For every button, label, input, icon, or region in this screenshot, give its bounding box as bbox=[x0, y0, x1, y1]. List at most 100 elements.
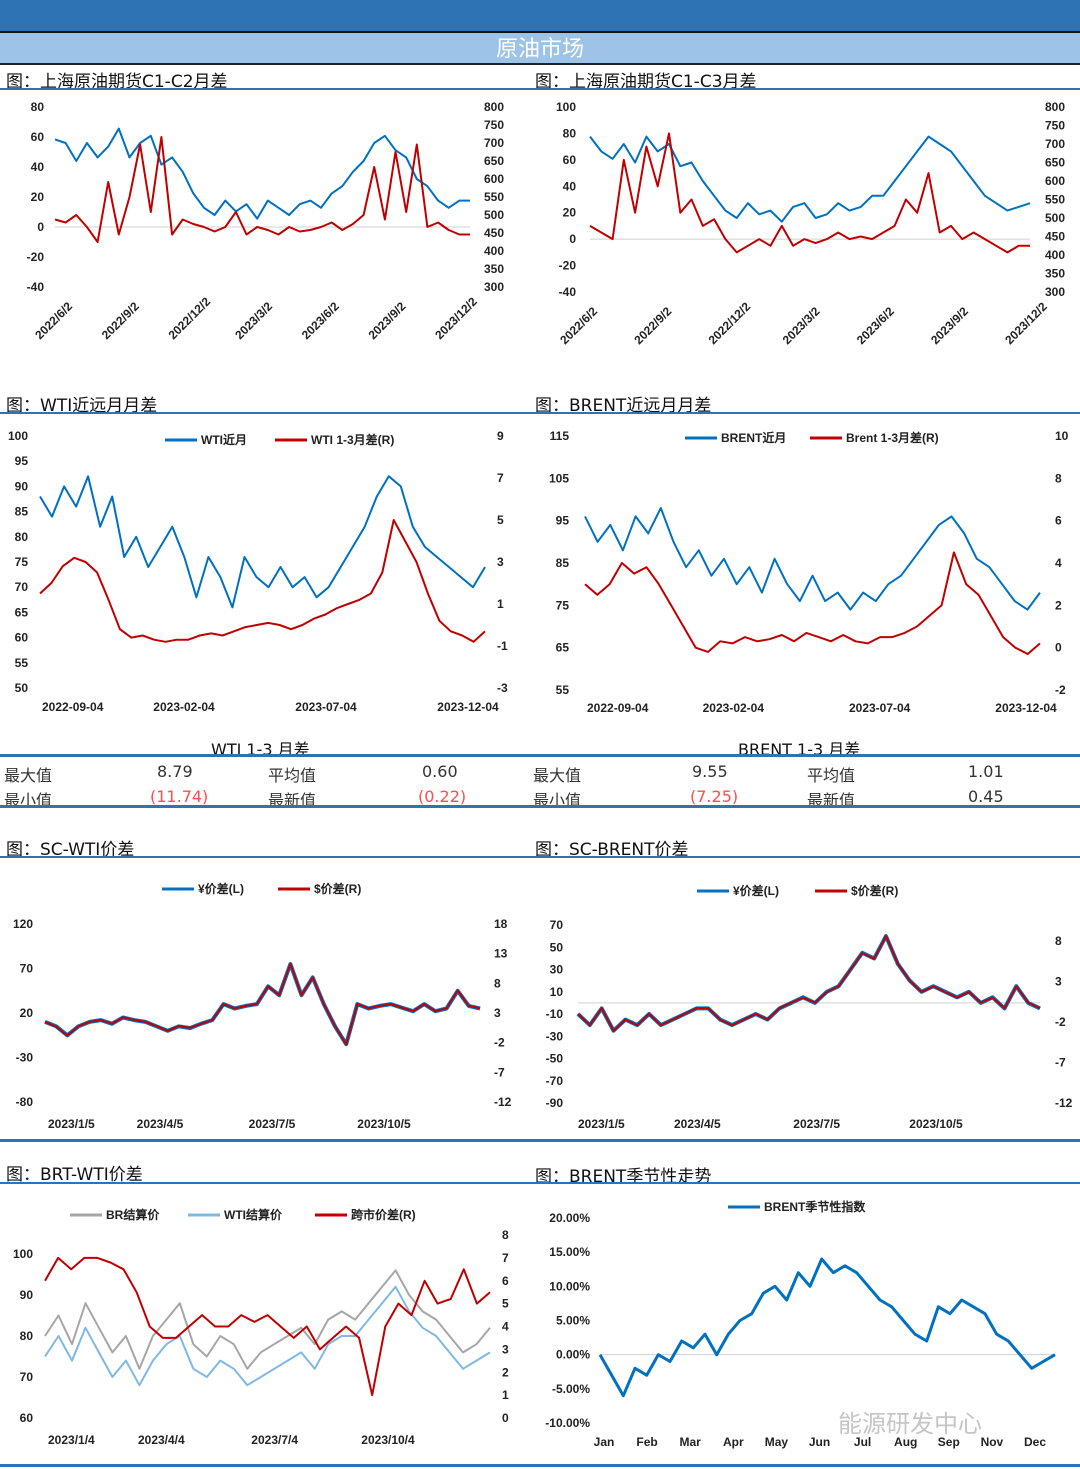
right-axis-tick: -1 bbox=[497, 639, 508, 653]
series-line-1 bbox=[44, 1285, 491, 1387]
x-axis-tick: 2023/7/5 bbox=[793, 1117, 840, 1131]
legend-label: WTI结算价 bbox=[224, 1207, 283, 1222]
left-axis-tick: -5.00% bbox=[552, 1382, 590, 1396]
chart-title-sc-wti: 图：SC-WTI价差 bbox=[6, 840, 135, 860]
x-axis-tick: 2023/9/2 bbox=[366, 299, 409, 342]
x-axis-tick: 2023/7/4 bbox=[251, 1433, 298, 1447]
x-axis-tick: 2023/10/4 bbox=[361, 1433, 415, 1447]
divider bbox=[0, 805, 1080, 808]
left-axis-tick: -50 bbox=[546, 1052, 564, 1066]
x-axis-tick: 2023-12-04 bbox=[437, 700, 499, 714]
left-axis-tick: 120 bbox=[13, 917, 33, 931]
left-axis-tick: 65 bbox=[15, 605, 29, 619]
x-axis-tick: 2023/1/4 bbox=[48, 1433, 95, 1447]
left-axis-tick: 80 bbox=[563, 126, 577, 140]
right-axis-tick: 400 bbox=[484, 244, 504, 258]
x-axis-tick: Sep bbox=[938, 1435, 960, 1449]
left-axis-tick: -20 bbox=[559, 259, 577, 273]
x-axis-tick: 2023/12/2 bbox=[1002, 299, 1050, 347]
x-axis-tick: 2022/9/2 bbox=[631, 304, 674, 347]
left-axis-tick: 90 bbox=[20, 1288, 34, 1302]
x-axis-tick: Feb bbox=[636, 1435, 657, 1449]
right-axis-tick: 300 bbox=[484, 280, 504, 294]
left-axis-tick: 65 bbox=[556, 641, 570, 655]
divider bbox=[0, 754, 1080, 757]
left-axis-tick: 60 bbox=[15, 631, 29, 645]
left-axis-tick: 20 bbox=[563, 206, 577, 220]
left-axis-tick: 20.00% bbox=[549, 1211, 590, 1225]
left-axis-tick: 80 bbox=[31, 100, 45, 114]
series-line-0 bbox=[584, 507, 1041, 611]
right-axis-tick: 350 bbox=[1045, 267, 1065, 281]
right-axis-tick: 6 bbox=[1055, 514, 1062, 528]
left-axis-tick: 95 bbox=[556, 514, 570, 528]
right-axis-tick: 8 bbox=[502, 1228, 509, 1242]
legend-label: WTI近月 bbox=[201, 432, 247, 447]
right-axis-tick: 450 bbox=[1045, 230, 1065, 244]
left-axis-tick: 5.00% bbox=[556, 1314, 590, 1328]
legend-label: $价差(R) bbox=[314, 881, 361, 896]
series-line-1 bbox=[39, 519, 486, 643]
right-axis-tick: 10 bbox=[1055, 429, 1069, 443]
left-axis-tick: 70 bbox=[550, 918, 564, 932]
legend-label: $价差(R) bbox=[851, 883, 898, 898]
series-line-1 bbox=[44, 962, 481, 1046]
x-axis-tick: 2023-07-04 bbox=[295, 700, 357, 714]
series-line-0 bbox=[54, 127, 470, 220]
left-axis-tick: 10.00% bbox=[549, 1279, 590, 1293]
right-axis-tick: 3 bbox=[494, 1006, 501, 1020]
left-axis-tick: 20 bbox=[20, 1006, 34, 1020]
left-axis-tick: -90 bbox=[546, 1096, 564, 1110]
brent-avg-label: 平均值 bbox=[807, 766, 856, 785]
watermark: 能源研发中心 bbox=[838, 1410, 982, 1438]
right-axis-tick: 8 bbox=[1055, 471, 1062, 485]
right-axis-tick: 5 bbox=[497, 513, 504, 527]
legend-label: 跨市价差(R) bbox=[351, 1207, 416, 1222]
x-axis-tick: 2023/12/2 bbox=[432, 294, 480, 342]
right-axis-tick: 800 bbox=[484, 100, 504, 114]
left-axis-tick: -30 bbox=[16, 1051, 34, 1065]
series-line-1 bbox=[54, 136, 470, 243]
left-axis-tick: 75 bbox=[15, 555, 29, 569]
left-axis-tick: 100 bbox=[556, 100, 576, 114]
brent-latest-value: 0.45 bbox=[968, 787, 1004, 806]
section-banner: 原油市场 bbox=[0, 33, 1080, 65]
left-axis-tick: 95 bbox=[15, 454, 29, 468]
left-axis-tick: 70 bbox=[20, 1370, 34, 1384]
x-axis-tick: 2023/1/5 bbox=[48, 1117, 95, 1131]
divider bbox=[0, 856, 1080, 858]
right-axis-tick: 0 bbox=[1055, 641, 1062, 655]
left-axis-tick: 100 bbox=[13, 1247, 33, 1261]
left-axis-tick: 0 bbox=[37, 220, 44, 234]
left-axis-tick: 55 bbox=[556, 683, 570, 697]
x-axis-tick: 2023/4/5 bbox=[674, 1117, 721, 1131]
x-axis-tick: 2022/12/2 bbox=[166, 294, 214, 342]
left-axis-tick: 80 bbox=[20, 1329, 34, 1343]
x-axis-tick: Apr bbox=[723, 1435, 744, 1449]
legend-label: WTI 1-3月差(R) bbox=[311, 432, 394, 447]
left-axis-tick: 50 bbox=[15, 681, 29, 695]
right-axis-tick: 7 bbox=[502, 1251, 509, 1265]
x-axis-tick: 2023/4/5 bbox=[137, 1117, 184, 1131]
right-axis-tick: 750 bbox=[484, 118, 504, 132]
x-axis-tick: Dec bbox=[1024, 1435, 1046, 1449]
left-axis-tick: 60 bbox=[31, 130, 45, 144]
chart-1: 100 80 60 40 20 0 -20 -40 800 750 700 650 600 550 500 4… bbox=[556, 100, 1065, 347]
right-axis-tick: 3 bbox=[497, 555, 504, 569]
right-axis-tick: -2 bbox=[1055, 683, 1066, 697]
left-axis-tick: 15.00% bbox=[549, 1245, 590, 1259]
series-line-1 bbox=[589, 132, 1030, 254]
right-axis-tick: 550 bbox=[1045, 193, 1065, 207]
right-axis-tick: 700 bbox=[484, 136, 504, 150]
series-line-0 bbox=[39, 475, 486, 609]
left-axis-tick: 60 bbox=[20, 1411, 34, 1425]
right-axis-tick: 450 bbox=[484, 226, 504, 240]
divider bbox=[0, 1182, 1080, 1184]
right-axis-tick: -12 bbox=[494, 1095, 512, 1109]
right-axis-tick: -7 bbox=[494, 1065, 505, 1079]
chart-title-sc-c1c3: 图：上海原油期货C1-C3月差 bbox=[535, 72, 757, 92]
right-axis-tick: 4 bbox=[502, 1320, 509, 1334]
right-axis-tick: 600 bbox=[1045, 174, 1065, 188]
